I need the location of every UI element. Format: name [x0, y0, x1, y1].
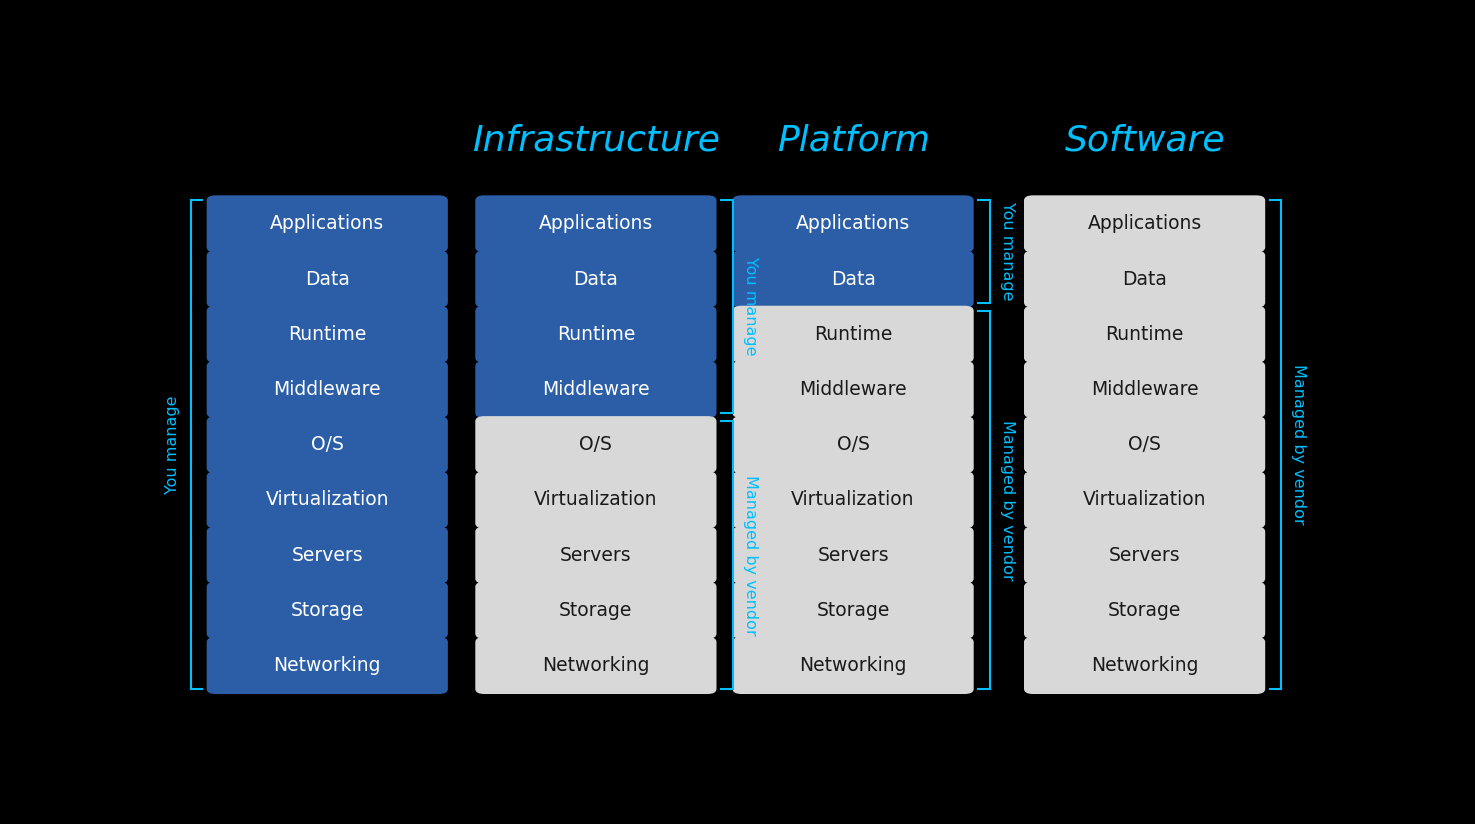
FancyBboxPatch shape: [733, 306, 974, 363]
Text: Managed by vendor: Managed by vendor: [743, 475, 758, 635]
Text: Runtime: Runtime: [288, 325, 366, 344]
FancyBboxPatch shape: [475, 637, 717, 694]
Text: Networking: Networking: [799, 656, 907, 675]
Text: Virtualization: Virtualization: [534, 490, 658, 509]
Text: Data: Data: [1122, 269, 1167, 288]
FancyBboxPatch shape: [207, 416, 448, 473]
Text: Managed by vendor: Managed by vendor: [1292, 364, 1307, 525]
FancyBboxPatch shape: [207, 637, 448, 694]
Text: Applications: Applications: [538, 214, 653, 233]
Text: Applications: Applications: [796, 214, 910, 233]
Text: O/S: O/S: [836, 435, 870, 454]
Text: Managed by vendor: Managed by vendor: [1000, 419, 1015, 580]
FancyBboxPatch shape: [733, 637, 974, 694]
FancyBboxPatch shape: [207, 250, 448, 307]
FancyBboxPatch shape: [475, 195, 717, 252]
Text: Platform: Platform: [777, 123, 929, 157]
Text: Infrastructure: Infrastructure: [472, 123, 720, 157]
Text: Networking: Networking: [273, 656, 381, 675]
Text: You manage: You manage: [743, 257, 758, 356]
FancyBboxPatch shape: [207, 527, 448, 583]
FancyBboxPatch shape: [733, 250, 974, 307]
Text: Software: Software: [1065, 123, 1224, 157]
Text: Applications: Applications: [270, 214, 385, 233]
Text: Virtualization: Virtualization: [266, 490, 389, 509]
Text: Storage: Storage: [817, 601, 889, 620]
FancyBboxPatch shape: [475, 416, 717, 473]
FancyBboxPatch shape: [1024, 250, 1266, 307]
FancyBboxPatch shape: [475, 471, 717, 528]
FancyBboxPatch shape: [1024, 471, 1266, 528]
FancyBboxPatch shape: [207, 582, 448, 639]
Text: Servers: Servers: [817, 545, 889, 564]
Text: Middleware: Middleware: [543, 380, 649, 399]
Text: Storage: Storage: [559, 601, 633, 620]
Text: Virtualization: Virtualization: [792, 490, 914, 509]
Text: O/S: O/S: [580, 435, 612, 454]
FancyBboxPatch shape: [207, 471, 448, 528]
Text: Servers: Servers: [1109, 545, 1180, 564]
Text: Middleware: Middleware: [273, 380, 381, 399]
Text: Servers: Servers: [560, 545, 631, 564]
Text: You manage: You manage: [165, 396, 180, 494]
Text: Data: Data: [830, 269, 876, 288]
FancyBboxPatch shape: [733, 527, 974, 583]
FancyBboxPatch shape: [733, 582, 974, 639]
Text: O/S: O/S: [1128, 435, 1161, 454]
Text: Middleware: Middleware: [799, 380, 907, 399]
FancyBboxPatch shape: [475, 582, 717, 639]
Text: O/S: O/S: [311, 435, 344, 454]
FancyBboxPatch shape: [1024, 306, 1266, 363]
Text: Virtualization: Virtualization: [1083, 490, 1207, 509]
FancyBboxPatch shape: [733, 195, 974, 252]
FancyBboxPatch shape: [1024, 637, 1266, 694]
FancyBboxPatch shape: [207, 361, 448, 418]
Text: Networking: Networking: [1092, 656, 1198, 675]
FancyBboxPatch shape: [207, 195, 448, 252]
FancyBboxPatch shape: [475, 361, 717, 418]
FancyBboxPatch shape: [475, 306, 717, 363]
FancyBboxPatch shape: [207, 306, 448, 363]
Text: Runtime: Runtime: [556, 325, 636, 344]
FancyBboxPatch shape: [733, 361, 974, 418]
FancyBboxPatch shape: [475, 527, 717, 583]
FancyBboxPatch shape: [475, 250, 717, 307]
Text: Data: Data: [305, 269, 350, 288]
Text: Runtime: Runtime: [1105, 325, 1184, 344]
FancyBboxPatch shape: [1024, 527, 1266, 583]
Text: Storage: Storage: [291, 601, 364, 620]
Text: Runtime: Runtime: [814, 325, 892, 344]
FancyBboxPatch shape: [1024, 582, 1266, 639]
Text: Data: Data: [574, 269, 618, 288]
FancyBboxPatch shape: [733, 416, 974, 473]
Text: Networking: Networking: [543, 656, 649, 675]
FancyBboxPatch shape: [1024, 195, 1266, 252]
Text: Applications: Applications: [1087, 214, 1202, 233]
Text: You manage: You manage: [1000, 202, 1015, 301]
Text: Servers: Servers: [292, 545, 363, 564]
FancyBboxPatch shape: [733, 471, 974, 528]
FancyBboxPatch shape: [1024, 361, 1266, 418]
Text: Middleware: Middleware: [1092, 380, 1198, 399]
FancyBboxPatch shape: [1024, 416, 1266, 473]
Text: Storage: Storage: [1108, 601, 1181, 620]
